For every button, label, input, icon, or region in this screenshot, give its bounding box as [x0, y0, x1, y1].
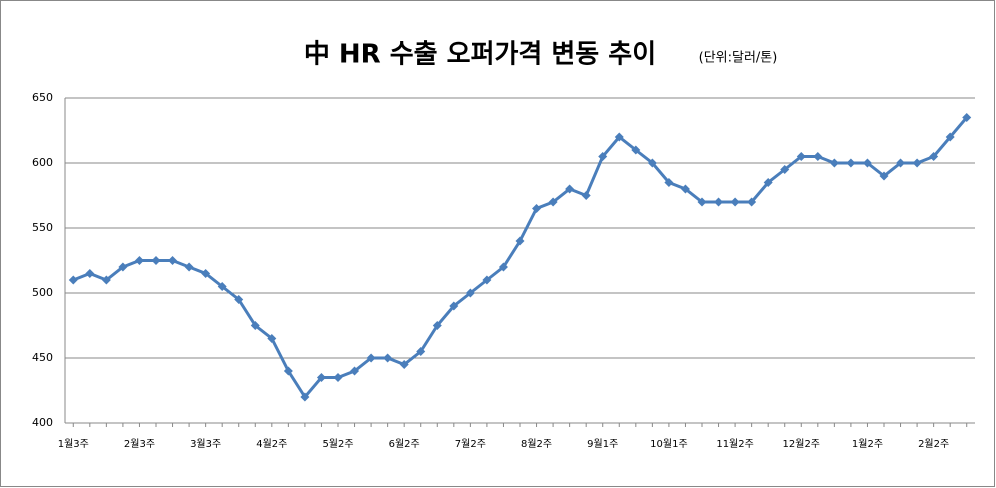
data-point [945, 132, 955, 142]
data-point [962, 113, 972, 122]
data-point [780, 165, 790, 174]
data-point [631, 145, 641, 155]
data-point [796, 152, 806, 161]
data-point [134, 256, 144, 265]
y-tick-label: 550 [32, 221, 53, 234]
data-point [664, 178, 674, 187]
data-point [399, 360, 409, 369]
data-point [680, 184, 690, 194]
data-point [482, 275, 492, 285]
data-point [813, 152, 823, 161]
chart-title: 中 HR 수출 오퍼가격 변동 추이 [304, 40, 656, 70]
data-point [714, 197, 724, 207]
data-point [201, 269, 211, 278]
data-point [234, 295, 244, 304]
x-tick-label: 2월3주 [124, 438, 155, 450]
data-point [896, 158, 906, 168]
data-point [465, 288, 475, 298]
y-tick-label: 650 [32, 91, 53, 104]
data-point [598, 152, 608, 161]
data-point [68, 275, 78, 285]
data-point [217, 282, 227, 291]
data-point [300, 392, 310, 402]
y-tick-label: 400 [32, 416, 53, 429]
data-point [449, 301, 459, 311]
data-point [515, 236, 525, 246]
data-point [184, 262, 194, 272]
y-tick-label: 450 [32, 351, 53, 364]
data-point [548, 197, 558, 207]
data-point [283, 366, 293, 376]
data-point [929, 152, 939, 161]
data-point [581, 191, 591, 200]
data-point [862, 158, 872, 168]
data-point [912, 158, 922, 168]
data-point [366, 353, 376, 363]
data-point [532, 204, 542, 213]
data-point [730, 197, 740, 207]
x-tick-label: 12월2주 [783, 438, 821, 450]
x-tick-label: 1월2주 [852, 438, 883, 450]
data-point [647, 158, 657, 168]
x-tick-label: 5월2주 [322, 438, 353, 450]
data-point [829, 158, 839, 168]
data-point [168, 256, 178, 265]
data-point [333, 373, 343, 382]
x-tick-label: 7월2주 [455, 438, 486, 450]
data-point [118, 262, 128, 272]
data-point [697, 197, 707, 207]
data-point [614, 132, 624, 142]
data-point [350, 366, 360, 376]
data-point [747, 197, 757, 207]
data-point [316, 373, 326, 382]
x-tick-label: 4월2주 [256, 438, 287, 450]
data-point [846, 158, 856, 168]
x-tick-label: 8월2주 [521, 438, 552, 450]
data-point [432, 321, 442, 330]
data-point [101, 275, 111, 285]
x-tick-label: 11월2주 [716, 438, 754, 450]
data-point [85, 269, 95, 278]
y-tick-label: 600 [32, 156, 53, 169]
x-tick-label: 1월3주 [58, 438, 89, 450]
data-point [565, 184, 575, 194]
data-point [267, 334, 277, 343]
data-point [250, 321, 260, 330]
data-point [763, 178, 773, 187]
x-tick-label: 6월2주 [389, 438, 420, 450]
chart-subtitle: (단위:달러/톤) [699, 51, 778, 66]
x-tick-label: 9월1주 [587, 438, 618, 450]
data-point [151, 256, 161, 265]
data-point [383, 353, 393, 363]
y-tick-label: 500 [32, 286, 53, 299]
data-point [879, 171, 889, 181]
x-tick-label: 3월3주 [190, 438, 221, 450]
x-tick-label: 10월1주 [650, 438, 688, 450]
data-point [416, 347, 426, 356]
data-point [498, 262, 508, 272]
x-tick-label: 2월2주 [918, 438, 949, 450]
